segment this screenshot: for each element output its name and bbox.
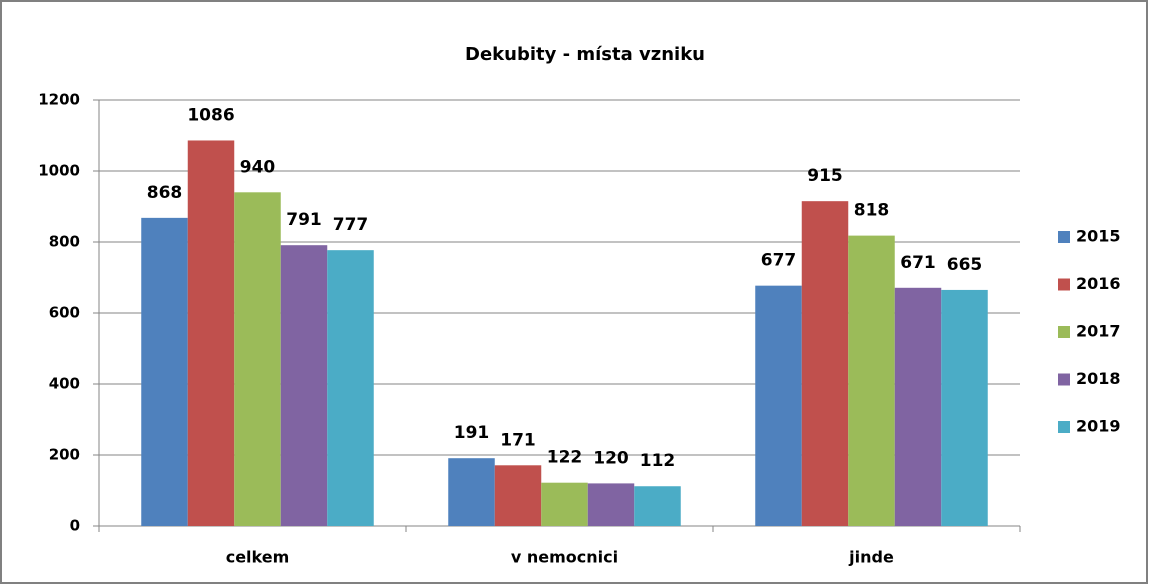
data-label: 171	[500, 430, 536, 450]
bar	[801, 201, 849, 527]
y-tick-label: 400	[49, 375, 80, 393]
legend-label: 2019	[1076, 417, 1121, 436]
y-tick-label: 200	[49, 446, 80, 464]
bar	[755, 285, 802, 526]
data-label: 191	[454, 423, 490, 443]
chart-title: Dekubity - místa vzniku	[465, 44, 705, 65]
x-tick-label: jinde	[848, 548, 894, 567]
bar	[234, 192, 281, 527]
bar	[941, 289, 988, 526]
data-label: 791	[286, 210, 322, 230]
legend-label: 2017	[1076, 322, 1121, 341]
data-label: 818	[854, 201, 890, 221]
bar	[848, 235, 895, 527]
data-label: 112	[640, 451, 676, 471]
legend-swatch	[1058, 326, 1070, 338]
data-label: 1086	[187, 105, 234, 125]
data-label: 777	[333, 215, 369, 235]
bar	[141, 217, 188, 527]
data-label: 677	[761, 251, 797, 271]
x-tick-label: v nemocnici	[511, 548, 618, 567]
x-tick-label: celkem	[226, 548, 290, 567]
data-label: 122	[547, 448, 583, 468]
bar	[494, 465, 542, 526]
data-label: 940	[240, 157, 276, 177]
legend-label: 2018	[1076, 369, 1121, 388]
legend-swatch	[1058, 373, 1070, 386]
y-tick-label: 800	[49, 233, 80, 251]
y-tick-label: 1200	[38, 91, 80, 109]
bar	[280, 245, 328, 526]
data-label: 868	[147, 183, 183, 203]
data-label: 671	[900, 253, 936, 273]
y-tick-label: 600	[49, 304, 80, 322]
bar	[894, 287, 942, 526]
legend-swatch	[1058, 278, 1070, 291]
bar	[187, 140, 235, 526]
bar	[327, 250, 374, 527]
data-label: 915	[807, 166, 843, 186]
legend-label: 2016	[1076, 274, 1121, 293]
data-label: 665	[947, 255, 983, 275]
bar	[587, 483, 635, 526]
y-tick-label: 1000	[38, 162, 80, 180]
bar	[541, 482, 588, 526]
data-label: 120	[593, 448, 629, 468]
legend-label: 2015	[1076, 227, 1121, 246]
bar	[634, 486, 681, 526]
legend-swatch	[1058, 231, 1070, 243]
legend-swatch	[1058, 421, 1070, 433]
bar	[448, 458, 495, 526]
y-tick-label: 0	[70, 517, 80, 535]
